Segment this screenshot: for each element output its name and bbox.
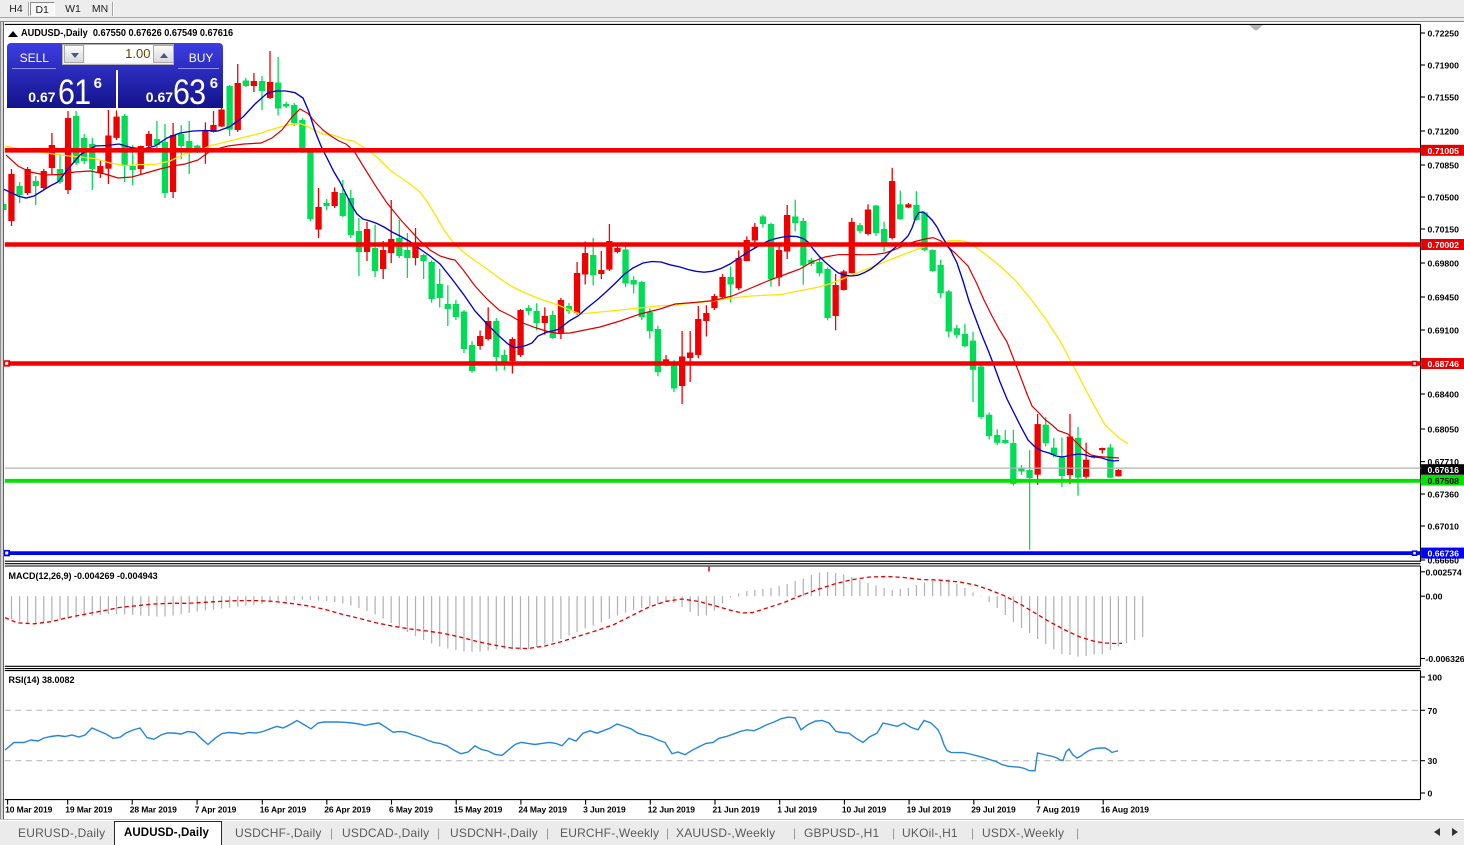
svg-text:0.67360: 0.67360 [1428, 490, 1460, 500]
svg-text:15 May 2019: 15 May 2019 [454, 805, 503, 815]
svg-text:0.71550: 0.71550 [1428, 93, 1460, 103]
svg-text:0.68400: 0.68400 [1428, 390, 1460, 400]
svg-text:0.72250: 0.72250 [1428, 29, 1460, 39]
svg-text:21 Jun 2019: 21 Jun 2019 [713, 805, 760, 815]
svg-text:16 Apr 2019: 16 Apr 2019 [260, 805, 307, 815]
svg-text:100: 100 [1428, 673, 1443, 683]
svg-text:70: 70 [1428, 706, 1438, 716]
svg-text:3 Jun 2019: 3 Jun 2019 [583, 805, 626, 815]
svg-text:0.68050: 0.68050 [1428, 425, 1460, 435]
svg-text:0.69450: 0.69450 [1428, 293, 1460, 303]
svg-text:30: 30 [1428, 756, 1438, 766]
svg-text:0.67508: 0.67508 [1428, 476, 1460, 486]
svg-text:24 May 2019: 24 May 2019 [518, 805, 567, 815]
svg-text:0.70150: 0.70150 [1428, 225, 1460, 235]
svg-text:0.00: 0.00 [1426, 592, 1443, 602]
svg-text:0.69800: 0.69800 [1428, 259, 1460, 269]
svg-text:0.71200: 0.71200 [1428, 127, 1460, 137]
svg-text:28 Mar 2019: 28 Mar 2019 [130, 805, 177, 815]
svg-text:0.67010: 0.67010 [1428, 522, 1460, 532]
svg-text:0.70850: 0.70850 [1428, 161, 1460, 171]
svg-text:12 Jun 2019: 12 Jun 2019 [648, 805, 695, 815]
svg-text:0.68746: 0.68746 [1428, 359, 1460, 369]
svg-text:0.67616: 0.67616 [1428, 465, 1460, 475]
svg-text:7 Aug 2019: 7 Aug 2019 [1036, 805, 1080, 815]
svg-text:0: 0 [1428, 789, 1433, 799]
svg-text:16 Aug 2019: 16 Aug 2019 [1101, 805, 1150, 815]
svg-text:26 Apr 2019: 26 Apr 2019 [324, 805, 371, 815]
svg-text:29 Jul 2019: 29 Jul 2019 [971, 805, 1016, 815]
svg-text:7 Apr 2019: 7 Apr 2019 [195, 805, 237, 815]
svg-text:0.70500: 0.70500 [1428, 193, 1460, 203]
svg-text:0.70002: 0.70002 [1428, 240, 1460, 250]
svg-text:6 May 2019: 6 May 2019 [389, 805, 433, 815]
svg-text:0.71005: 0.71005 [1428, 146, 1460, 156]
svg-text:10 Mar 2019: 10 Mar 2019 [5, 805, 52, 815]
svg-text:0.67710: 0.67710 [1428, 457, 1460, 467]
svg-text:0.71900: 0.71900 [1428, 61, 1460, 71]
svg-text:19 Jul 2019: 19 Jul 2019 [907, 805, 952, 815]
svg-text:0.66660: 0.66660 [1428, 556, 1460, 566]
svg-text:10 Jul 2019: 10 Jul 2019 [842, 805, 887, 815]
svg-text:0.69100: 0.69100 [1428, 326, 1460, 336]
svg-text:19 Mar 2019: 19 Mar 2019 [65, 805, 112, 815]
svg-text:1 Jul 2019: 1 Jul 2019 [777, 805, 817, 815]
svg-text:0.002574: 0.002574 [1426, 567, 1462, 577]
svg-text:0.66736: 0.66736 [1428, 549, 1460, 559]
svg-text:-0.006326: -0.006326 [1426, 654, 1464, 664]
